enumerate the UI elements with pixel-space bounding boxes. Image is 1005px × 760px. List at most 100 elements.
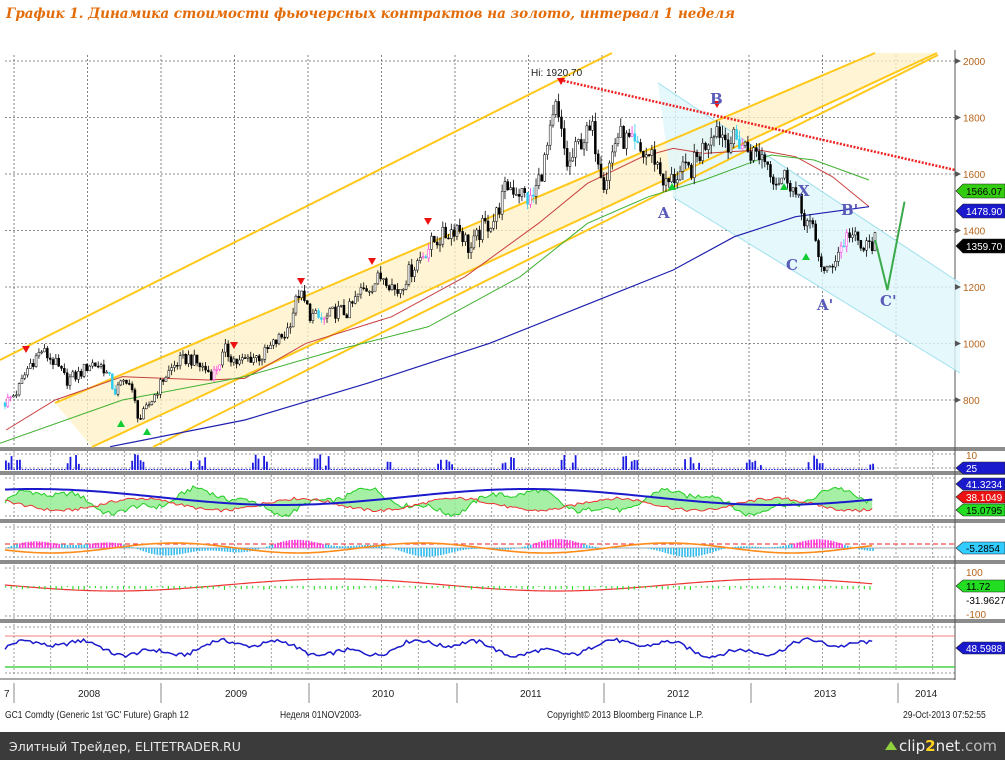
volume-bar	[33, 469, 35, 470]
candle-body	[43, 348, 46, 353]
macd-histogram-bar	[221, 548, 223, 552]
candle-body	[661, 173, 665, 186]
y-tick-label: 2000	[963, 57, 986, 68]
volume-bar	[524, 469, 526, 470]
macd-histogram-bar	[807, 540, 810, 548]
candle-body	[190, 354, 193, 366]
uptrend-channel-line	[0, 52, 613, 361]
candle-body	[786, 170, 789, 184]
candle-body	[673, 173, 676, 184]
cci-histogram-bar	[830, 586, 832, 588]
volume-bar	[145, 469, 147, 470]
macd-histogram-bar	[459, 548, 462, 551]
macd-histogram-bar	[414, 548, 417, 556]
candle-body	[379, 272, 382, 280]
cci-histogram-bar	[347, 586, 349, 590]
volume-bar	[619, 469, 622, 470]
candle-body	[791, 187, 795, 192]
volume-bar	[788, 469, 790, 470]
candle-body	[540, 174, 543, 182]
cci-histogram-bar	[734, 586, 736, 588]
candle-body	[308, 303, 312, 321]
candle-body	[712, 136, 716, 138]
cci-histogram-bar	[162, 586, 164, 588]
candle-body	[512, 187, 515, 195]
candle-body	[40, 351, 43, 354]
panel-value-tag	[955, 461, 1005, 475]
cci-histogram-bar	[324, 586, 327, 589]
candle-body	[418, 257, 422, 261]
macd-histogram-bar	[538, 542, 540, 548]
logo-part: .com	[960, 737, 997, 755]
volume-bar	[358, 469, 361, 470]
macd-histogram-bar	[751, 546, 754, 548]
macd-histogram-bar	[776, 546, 779, 548]
macd-histogram-bar	[19, 543, 21, 548]
volume-bar	[75, 455, 77, 470]
candle-body	[568, 160, 572, 167]
volume-bar	[658, 469, 661, 470]
volume-bar	[555, 469, 557, 470]
clip2net-logo[interactable]: clip2net.com	[885, 737, 997, 755]
volume-bar	[571, 462, 574, 470]
cci-histogram-bar	[785, 586, 787, 588]
candle-body	[164, 376, 168, 382]
cci-histogram-bar	[852, 586, 854, 590]
macd-histogram-bar	[187, 548, 190, 553]
volume-bar	[824, 469, 826, 470]
macd-histogram-bar	[692, 548, 695, 557]
volume-bar	[131, 460, 134, 470]
volume-bar	[476, 469, 478, 470]
uptrend-channel-line	[152, 54, 939, 448]
volume-bar	[650, 469, 652, 470]
volume-bar	[527, 469, 529, 470]
cci-histogram-bar	[83, 586, 85, 590]
cci-histogram-bar	[616, 586, 619, 590]
cci-histogram-bar	[33, 586, 35, 588]
cci-histogram-bar	[414, 586, 416, 589]
macd-histogram-bar	[701, 548, 703, 556]
candle-body	[500, 191, 504, 215]
candle-body	[749, 151, 752, 161]
cci-histogram-bar	[431, 586, 433, 589]
volume-bar	[484, 469, 487, 470]
volume-bar	[406, 469, 408, 470]
macd-histogram-bar	[434, 548, 436, 557]
volume-bar	[754, 460, 757, 470]
candle-body	[478, 229, 481, 240]
macd-histogram-bar	[291, 539, 293, 548]
macd-histogram-bar	[681, 548, 683, 557]
candle-body	[60, 365, 63, 369]
volume-bar	[294, 469, 296, 470]
volume-bar	[420, 469, 422, 470]
volume-bar	[813, 455, 816, 470]
candle-body	[613, 143, 617, 153]
volume-bar	[709, 469, 711, 470]
candle-body	[486, 220, 490, 232]
macd-histogram-bar	[179, 548, 181, 555]
volume-bar	[830, 469, 832, 470]
volume-bar	[821, 463, 824, 470]
volume-bar	[167, 469, 170, 470]
candle-body	[325, 315, 329, 319]
volume-bar	[802, 469, 804, 470]
macd-histogram-bar	[860, 548, 863, 550]
cci-histogram-bar	[285, 586, 287, 589]
macd-histogram-bar	[597, 547, 599, 548]
moving-average-green	[0, 154, 870, 444]
wave-label: B	[710, 90, 723, 108]
candle-body	[139, 418, 142, 420]
macd-histogram-bar	[7, 546, 10, 548]
volume-bar	[122, 469, 125, 470]
macd-histogram-bar	[869, 548, 871, 551]
candle-body	[718, 126, 721, 138]
candle-body	[34, 355, 38, 367]
volume-bar	[692, 463, 695, 470]
volume-bar	[322, 469, 324, 470]
sell-signal-marker	[230, 342, 238, 349]
cci-histogram-bar	[21, 586, 24, 590]
candle-body	[193, 354, 196, 366]
candle-body	[582, 142, 586, 150]
volume-bar	[765, 469, 768, 470]
candle-body	[515, 194, 518, 196]
